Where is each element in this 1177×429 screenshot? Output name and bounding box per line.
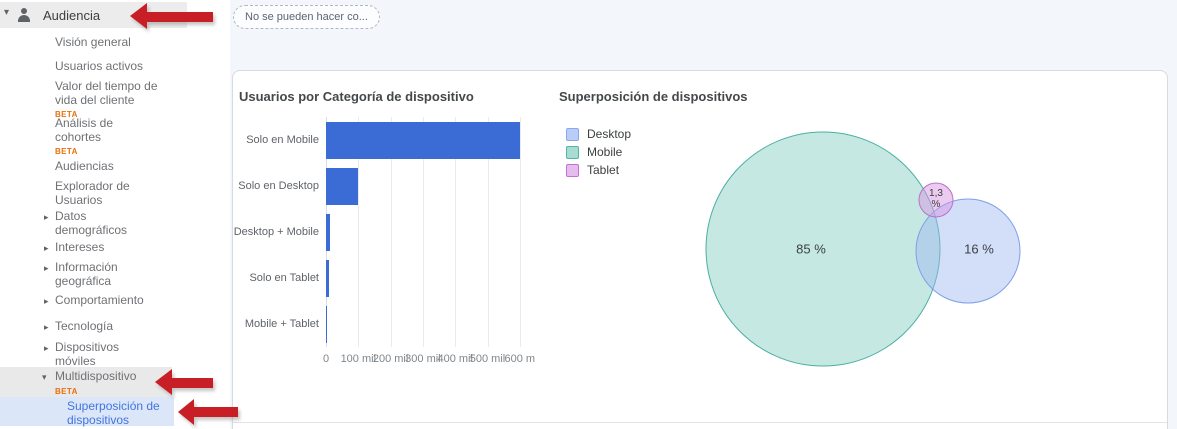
beta-badge: BETA — [55, 147, 78, 156]
sidebar-item-multidispositivo[interactable]: ▾ Multidispositivo BETA — [0, 367, 230, 398]
legend-item-desktop: Desktop — [566, 125, 631, 143]
sidebar-item-dispositivos-moviles[interactable]: ▸ Dispositivos móviles — [0, 340, 230, 368]
sidebar: ▾ Audiencia Visión general Usuarios activ… — [0, 0, 230, 429]
chevron-down-icon: ▾ — [42, 372, 47, 382]
sidebar-item-usuarios-activos[interactable]: Usuarios activos — [0, 59, 230, 74]
x-axis-tick: 200 mil — [372, 353, 409, 365]
bar-plot: 0 100 mil 200 mil 300 mil 400 mil 500 mil 600 … — [323, 117, 541, 365]
chevron-down-icon: ▾ — [4, 7, 10, 18]
x-axis-tick: 600 m — [504, 353, 536, 365]
sidebar-item-label: Explorador de Usuarios — [55, 179, 130, 207]
bar-category-label: Desktop + Mobile — [233, 226, 319, 238]
legend-label: Desktop — [587, 127, 632, 141]
gridline — [358, 117, 360, 347]
notice-pill-button[interactable]: No se pueden hacer co... — [233, 5, 380, 29]
sidebar-item-label: Información geográfica — [55, 260, 118, 288]
legend-item-mobile: Mobile — [566, 143, 631, 161]
sidebar-item-intereses[interactable]: ▸ Intereses — [0, 240, 230, 255]
x-axis-tick: 400 mil — [437, 353, 473, 365]
chevron-right-icon: ▸ — [44, 322, 49, 332]
x-axis-tick: 500 mil — [469, 353, 506, 365]
annotation-arrow-audiencia — [130, 3, 213, 30]
arrow-body — [192, 407, 238, 417]
bar-solo-en-mobile — [326, 121, 520, 159]
bar-chart-title: Usuarios por Categoría de dispositivo — [239, 89, 474, 104]
sidebar-item-comportamiento[interactable]: ▸ Comportamiento — [0, 293, 230, 308]
bar-category-label: Solo en Desktop — [238, 180, 319, 192]
x-axis-tick: 0 — [322, 353, 330, 365]
legend-label: Tablet — [587, 163, 620, 177]
beta-badge: BETA — [55, 110, 78, 119]
beta-badge: BETA — [55, 386, 78, 396]
legend-swatch — [566, 127, 579, 141]
gridline — [422, 117, 424, 347]
arrow-body — [170, 377, 213, 388]
sidebar-section-label: Audiencia — [43, 8, 101, 23]
x-axis-tick: 100 mil — [340, 353, 377, 365]
venn-percent-mobile: 85 % — [796, 241, 826, 257]
sidebar-item-superposicion-de-dispositivos[interactable]: Superposición de dispositivos — [0, 397, 230, 427]
legend-label: Mobile — [587, 145, 623, 159]
sidebar-item-label: Visión general — [55, 35, 131, 49]
legend-item-tablet: Tablet — [566, 161, 631, 179]
sidebar-item-audiencias[interactable]: Audiencias — [0, 159, 230, 174]
chevron-right-icon: ▸ — [44, 263, 49, 273]
chevron-right-icon: ▸ — [44, 243, 49, 253]
bar-desktop-mobile — [326, 213, 331, 251]
sidebar-item-label: Análisis de cohortes — [55, 116, 114, 144]
x-axis-tick: 300 mil — [405, 353, 441, 365]
report-card: Usuarios por Categoría de dispositivo So… — [232, 70, 1168, 429]
chevron-right-icon: ▸ — [44, 343, 49, 353]
sidebar-item-label: Intereses — [55, 240, 105, 254]
annotation-arrow-superposicion — [178, 399, 238, 425]
sidebar-item-label: Multidispositivo — [55, 369, 137, 383]
arrow-head-icon — [155, 369, 172, 395]
bar-solo-en-tablet — [326, 259, 330, 297]
sidebar-item-analisis-de-cohortes[interactable]: Análisis de cohortes BETA — [0, 116, 230, 159]
arrow-head-icon — [130, 3, 147, 29]
card-divider — [233, 422, 1167, 423]
bar-category-label: Solo en Tablet — [249, 272, 319, 284]
sidebar-item-label: Valor del tiempo de vida del cliente — [55, 79, 158, 107]
arrow-head-icon — [178, 399, 194, 425]
legend-swatch — [566, 145, 579, 159]
venn-legend: Desktop Mobile Tablet — [566, 125, 631, 179]
active-row-highlight — [0, 397, 174, 426]
sidebar-item-vision-general[interactable]: Visión general — [0, 35, 230, 50]
gridline — [455, 117, 457, 347]
sidebar-item-label: Tecnología — [55, 319, 114, 333]
arrow-body — [145, 11, 213, 22]
venn-percent-tablet: 1,3 % — [929, 188, 943, 210]
sidebar-item-label: Comportamiento — [55, 293, 144, 307]
sidebar-item-tecnologia[interactable]: ▸ Tecnología — [0, 319, 230, 334]
bar-category-label: Solo en Mobile — [246, 134, 319, 146]
active-row-highlight — [0, 367, 172, 397]
sidebar-item-label: Dispositivos móviles — [55, 340, 120, 368]
venn-chart-title: Superposición de dispositivos — [559, 89, 748, 104]
gridline — [519, 117, 521, 347]
gridline — [390, 117, 392, 347]
sidebar-item-datos-demograficos[interactable]: ▸ Datos demográficos — [0, 209, 230, 237]
venn-percent-desktop: 16 % — [964, 241, 994, 257]
sidebar-item-label: Superposición de dispositivos — [67, 399, 160, 427]
person-icon — [17, 8, 31, 22]
gridline — [487, 117, 489, 347]
chevron-right-icon: ▸ — [44, 212, 49, 222]
bar-category-label: Mobile + Tablet — [244, 318, 319, 330]
sidebar-item-informacion-geografica[interactable]: ▸ Información geográfica — [0, 260, 230, 288]
legend-swatch — [566, 163, 579, 177]
sidebar-item-label: Audiencias — [55, 159, 114, 173]
sidebar-item-explorador-de-usuarios[interactable]: Explorador de Usuarios — [0, 179, 230, 207]
bar-solo-en-desktop — [326, 167, 359, 205]
annotation-arrow-multidispositivo — [155, 369, 213, 396]
sidebar-item-label: Usuarios activos — [55, 59, 144, 73]
sidebar-item-label: Datos demográficos — [55, 209, 128, 237]
chevron-right-icon: ▸ — [44, 296, 49, 306]
sidebar-item-valor-del-tiempo-de-vida-del-cliente[interactable]: Valor del tiempo de vida del cliente BETA — [0, 79, 230, 122]
